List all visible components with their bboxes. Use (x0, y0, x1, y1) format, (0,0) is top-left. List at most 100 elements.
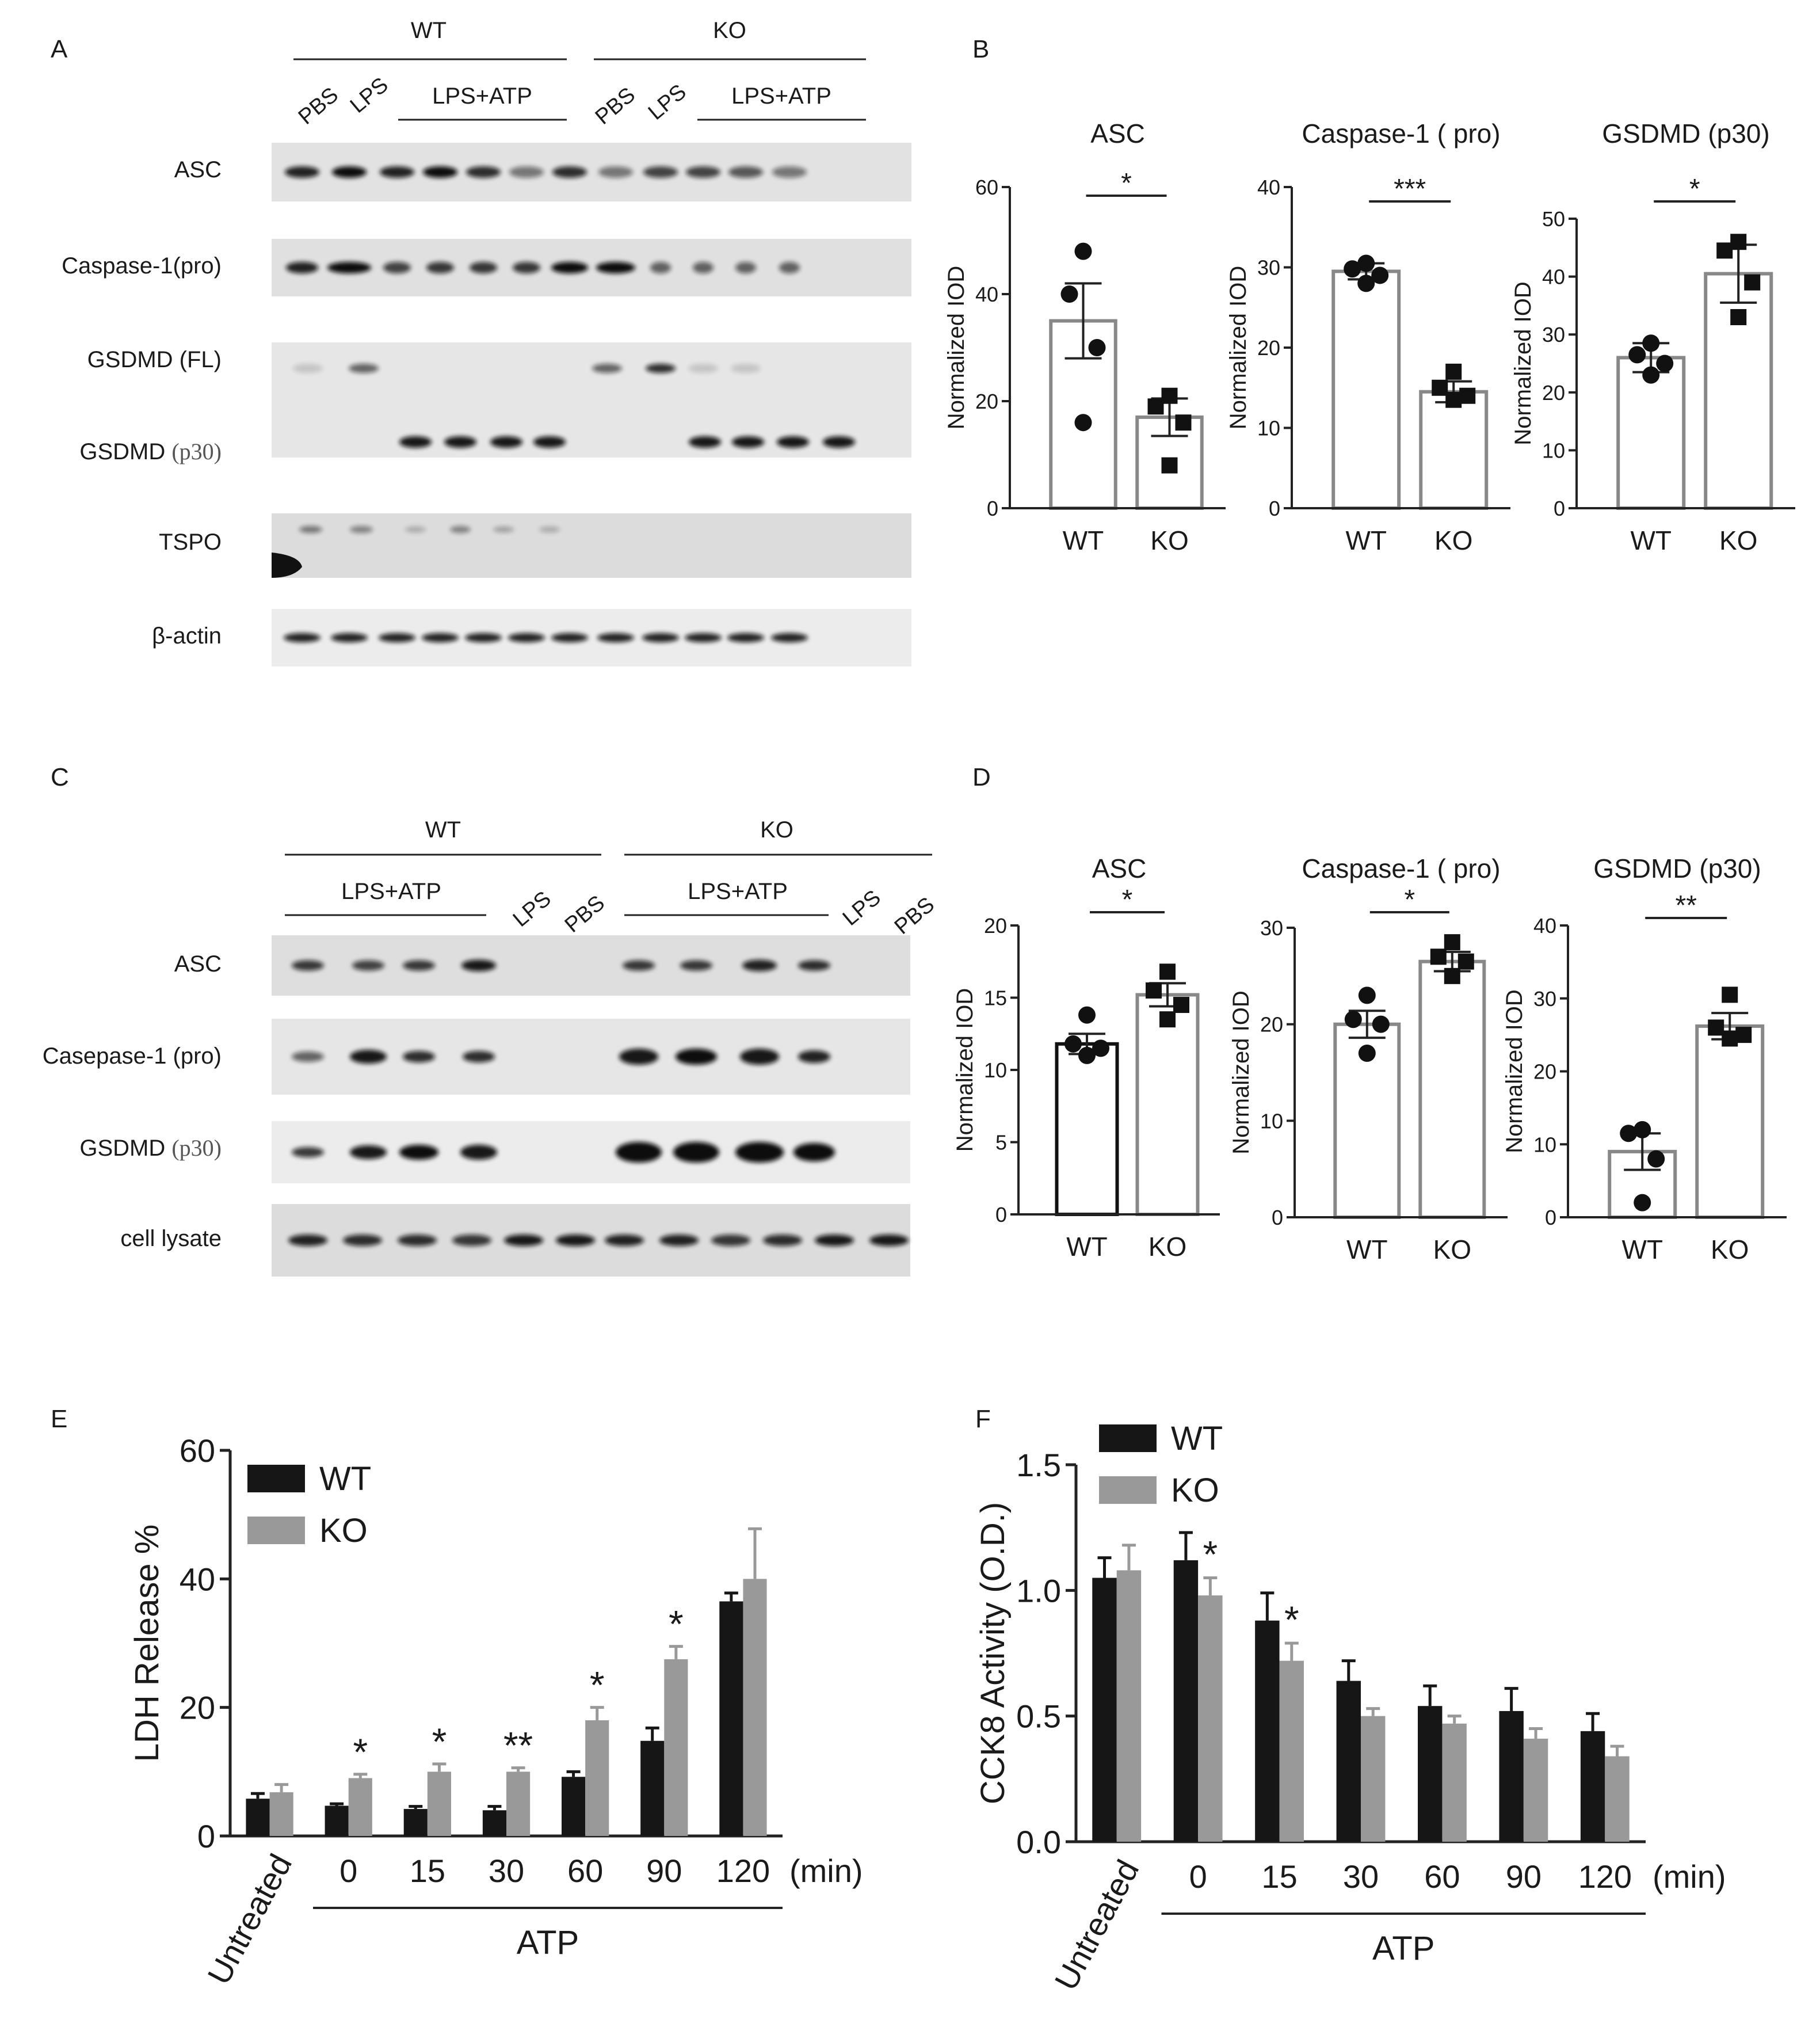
significance-mark: * (1284, 1598, 1299, 1641)
blot-band (686, 166, 720, 178)
data-point (1628, 346, 1646, 364)
x-tick-label: WT (1630, 525, 1672, 555)
row-label-gsdmd-fl: GSDMD (FL) (87, 347, 222, 372)
gsdmd-fl-bands (293, 364, 855, 448)
x-tick-label: 120 (1578, 1858, 1632, 1895)
x-tick-label: WT (1063, 525, 1104, 555)
bar-wt (1580, 1731, 1605, 1842)
y-tick-label: 30 (1260, 916, 1283, 940)
row-label-gsdmd-p30: GSDMD (p30) (79, 1135, 222, 1161)
y-tick-label: 40 (1542, 265, 1565, 289)
data-point (1432, 379, 1448, 396)
blot-band (349, 364, 379, 373)
y-axis-label: LDH Release % (128, 1525, 166, 1762)
data-point (1344, 260, 1361, 278)
blot-band (509, 166, 544, 178)
blot-band (798, 960, 830, 971)
data-point (1159, 963, 1176, 980)
x-tick-label: 30 (489, 1853, 524, 1889)
bar-ko (427, 1771, 451, 1836)
significance-mark: * (1121, 168, 1132, 199)
data-point (1445, 391, 1462, 408)
blot-band (556, 1235, 595, 1246)
panel-letter-E: E (51, 1405, 67, 1433)
blot-band (292, 1052, 324, 1062)
y-tick-label: 0 (1272, 1206, 1283, 1229)
x-tick-label: Untreated (1047, 1854, 1146, 1996)
data-point (1634, 1121, 1651, 1138)
y-tick-label: 0 (987, 497, 998, 520)
x-unit-label: (min) (789, 1853, 863, 1889)
legend-label-wt: WT (1171, 1420, 1223, 1457)
blot-band (646, 364, 676, 373)
blot-band (460, 1145, 497, 1160)
y-axis-label: CCK8 Activity (O.D.) (974, 1502, 1012, 1804)
data-point (1064, 1035, 1082, 1053)
blot-band (513, 262, 540, 273)
data-point (1445, 363, 1462, 380)
bar (1055, 1042, 1119, 1216)
legend-swatch-wt (1099, 1424, 1157, 1452)
blot-band (293, 364, 323, 373)
bar-ko (743, 1579, 767, 1836)
y-axis-label: Normalized IOD (944, 266, 969, 430)
blot-band (688, 364, 718, 373)
significance-mark: * (432, 1720, 447, 1763)
y-tick-label: 10 (1257, 417, 1280, 440)
row-label-asc: ASC (174, 951, 222, 977)
atp-label: ATP (1372, 1930, 1435, 1967)
x-tick-label: 90 (646, 1853, 682, 1889)
blot-band (763, 1235, 802, 1246)
data-point (1459, 387, 1476, 404)
data-point (1744, 274, 1761, 291)
blot-band (399, 1145, 438, 1160)
western-blot-A: WT KO PBS LPS LPS+ATP PBS LPS LPS+ATP AS… (62, 18, 911, 666)
legend-label-wt: WT (319, 1460, 371, 1498)
lane-label: PBS (890, 893, 939, 939)
blot-band (292, 1147, 324, 1157)
blot-band (533, 436, 566, 448)
data-point (1722, 1030, 1738, 1047)
y-tick-label: 0 (197, 1818, 215, 1854)
bar-wt (1336, 1681, 1361, 1842)
blot-band (673, 1142, 719, 1163)
blot-band (643, 166, 678, 178)
blot-band (727, 633, 764, 642)
bar-ko (585, 1720, 609, 1836)
blot-band (685, 633, 722, 642)
blot-band (742, 959, 777, 972)
x-tick-label: KO (1149, 1232, 1186, 1262)
y-tick-label: 30 (1257, 256, 1280, 280)
blot-band (642, 633, 679, 642)
y-tick-label: 0.5 (1016, 1698, 1061, 1735)
x-tick-label: WT (1621, 1235, 1663, 1264)
y-tick-label: 20 (180, 1690, 215, 1726)
bar-ko (1361, 1716, 1386, 1842)
bar-ko (348, 1778, 372, 1836)
bar-wt (1418, 1706, 1443, 1842)
bar (1695, 1024, 1765, 1220)
lane-label: LPS+ATP (341, 879, 441, 904)
chart-title: ASC (1090, 119, 1145, 148)
blot-band (711, 1235, 750, 1246)
blot-band (623, 960, 655, 971)
y-tick-label: 10 (984, 1058, 1007, 1082)
data-point (1078, 1006, 1096, 1024)
x-tick-label: WT (1346, 1235, 1388, 1264)
data-point (1147, 398, 1164, 415)
blot-band (798, 1050, 830, 1063)
row-label-tspo: TSPO (159, 529, 222, 555)
lane-label: LPS (346, 73, 393, 118)
blot-band (332, 166, 367, 178)
group-label-wt: WT (411, 18, 447, 43)
y-tick-label: 0 (1554, 497, 1565, 520)
atp-label: ATP (517, 1924, 579, 1961)
x-tick-label: 0 (339, 1853, 357, 1889)
y-tick-label: 40 (180, 1561, 215, 1597)
y-tick-label: 30 (1542, 323, 1565, 346)
bar-wt (246, 1799, 270, 1836)
significance-mark: * (669, 1603, 684, 1645)
data-point (1074, 242, 1092, 260)
blot-band (728, 166, 763, 178)
